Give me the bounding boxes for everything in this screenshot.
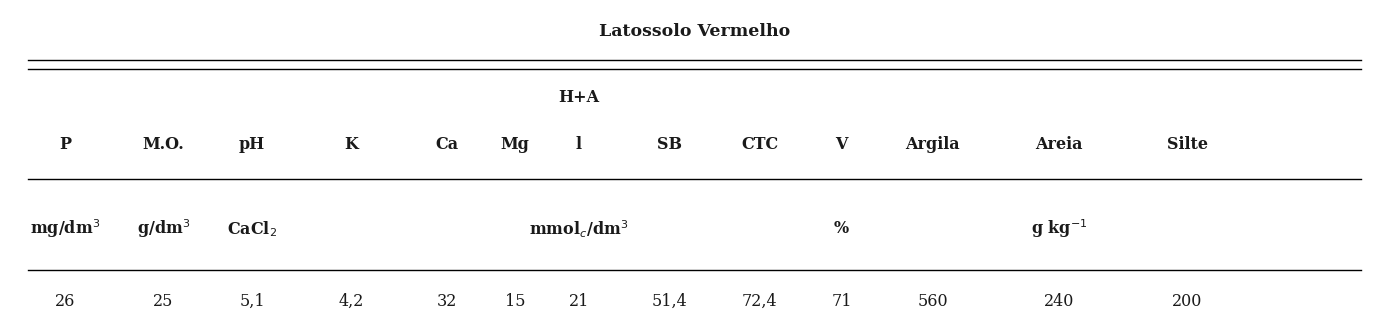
Text: mg/dm$^3$: mg/dm$^3$ — [31, 218, 101, 240]
Text: Mg: Mg — [500, 136, 529, 153]
Text: 26: 26 — [56, 292, 76, 310]
Text: l: l — [576, 136, 582, 153]
Text: Latossolo Vermelho: Latossolo Vermelho — [599, 23, 790, 40]
Text: 72,4: 72,4 — [742, 292, 778, 310]
Text: SB: SB — [657, 136, 682, 153]
Text: CTC: CTC — [742, 136, 778, 153]
Text: mmol$_c$/dm$^3$: mmol$_c$/dm$^3$ — [529, 218, 629, 240]
Text: g kg$^{-1}$: g kg$^{-1}$ — [1031, 218, 1088, 240]
Text: Silte: Silte — [1167, 136, 1208, 153]
Text: P: P — [60, 136, 72, 153]
Text: Areia: Areia — [1036, 136, 1083, 153]
Text: 240: 240 — [1045, 292, 1075, 310]
Text: 15: 15 — [504, 292, 525, 310]
Text: CaCl$_2$: CaCl$_2$ — [226, 219, 278, 239]
Text: M.O.: M.O. — [143, 136, 185, 153]
Text: H+A: H+A — [558, 89, 600, 106]
Text: pH: pH — [239, 136, 265, 153]
Text: 200: 200 — [1172, 292, 1203, 310]
Text: Ca: Ca — [435, 136, 458, 153]
Text: 25: 25 — [153, 292, 174, 310]
Text: %: % — [833, 220, 849, 237]
Text: 4,2: 4,2 — [339, 292, 364, 310]
Text: 5,1: 5,1 — [239, 292, 265, 310]
Text: 560: 560 — [917, 292, 949, 310]
Text: 51,4: 51,4 — [651, 292, 688, 310]
Text: Argila: Argila — [906, 136, 960, 153]
Text: 21: 21 — [568, 292, 589, 310]
Text: K: K — [344, 136, 358, 153]
Text: g/dm$^3$: g/dm$^3$ — [138, 218, 190, 240]
Text: 71: 71 — [831, 292, 851, 310]
Text: 32: 32 — [436, 292, 457, 310]
Text: V: V — [835, 136, 847, 153]
